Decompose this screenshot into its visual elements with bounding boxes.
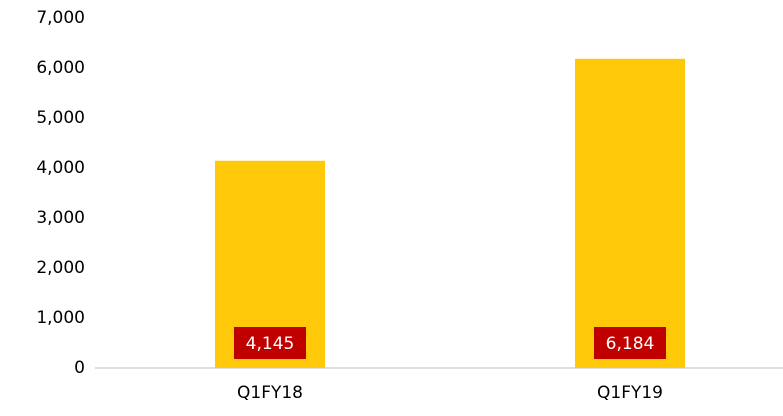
- y-tick-label: 2,000: [36, 258, 85, 278]
- x-tick-label: Q1FY19: [597, 383, 663, 403]
- data-label: 6,184: [606, 334, 655, 354]
- y-tick-label: 7,000: [36, 8, 85, 28]
- y-tick-label: 3,000: [36, 208, 85, 228]
- bar: [575, 58, 685, 369]
- data-label-box: [594, 327, 666, 359]
- y-tick-label: 1,000: [36, 308, 85, 328]
- y-tick-label: 0: [74, 358, 85, 378]
- y-tick-label: 4,000: [36, 158, 85, 178]
- y-tick-label: 6,000: [36, 58, 85, 78]
- data-label-box: [234, 327, 306, 359]
- data-label: 4,145: [246, 334, 295, 354]
- y-tick-label: 5,000: [36, 108, 85, 128]
- x-tick-label: Q1FY18: [237, 383, 303, 403]
